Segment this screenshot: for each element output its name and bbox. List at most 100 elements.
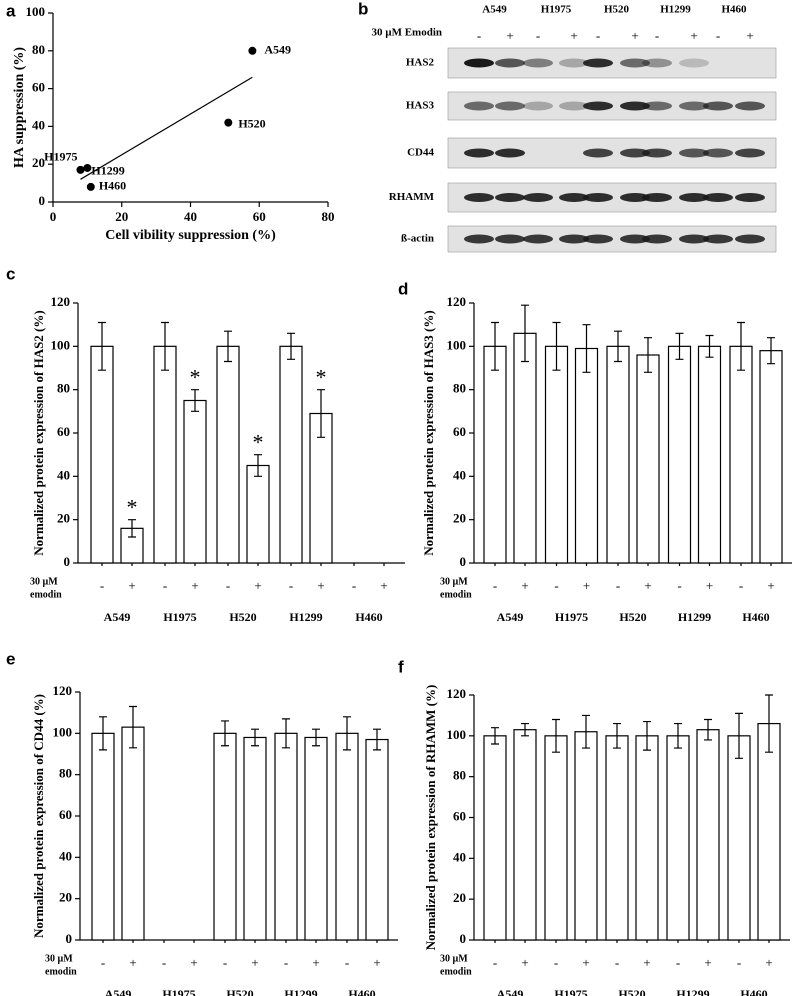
lane-label: + <box>506 28 513 43</box>
significance-marker: * <box>190 365 201 390</box>
x-tick-label: H1975 <box>162 987 195 996</box>
y-tick-label: 20 <box>59 890 72 905</box>
blot-band <box>495 193 525 202</box>
blot-band <box>679 101 709 111</box>
series-label: + <box>373 955 380 970</box>
error-bar <box>99 716 107 751</box>
error-bar <box>643 720 651 751</box>
error-bar <box>312 728 320 747</box>
y-tick-label: 80 <box>453 381 466 396</box>
series-label: - <box>676 955 680 970</box>
series-label: - <box>345 955 349 970</box>
x-tick-label: H520 <box>618 987 645 996</box>
y-tick-label: 120 <box>447 294 467 309</box>
series-label: - <box>554 578 558 593</box>
error-bar <box>343 716 351 751</box>
blot-band <box>735 193 765 202</box>
bar <box>335 732 359 941</box>
panel-letter: e <box>6 649 15 668</box>
y-tick-label: 0 <box>460 931 467 946</box>
lane-label: - <box>477 28 481 43</box>
blot-band <box>464 58 494 68</box>
fit-line <box>80 76 253 180</box>
bar <box>727 735 751 941</box>
x-tick-label: H460 <box>742 610 769 624</box>
blot-band <box>464 234 494 244</box>
y-tick-label: 80 <box>59 766 72 781</box>
y-tick-label: 60 <box>453 424 466 439</box>
bar <box>304 736 328 941</box>
blot-row-label: HAS2 <box>406 57 435 69</box>
error-bar <box>287 332 295 360</box>
panel-letter: f <box>398 657 404 676</box>
y-tick-label: 100 <box>51 337 71 352</box>
blot-band <box>464 193 494 202</box>
series-label: - <box>616 578 620 593</box>
y-tick-label: 40 <box>59 848 72 863</box>
bar <box>365 738 389 941</box>
bar <box>574 347 599 564</box>
y-axis-label: Normalized protein expression of HAS2 (%… <box>31 310 46 555</box>
series-label: - <box>162 955 166 970</box>
y-tick-label: 0 <box>66 931 73 946</box>
error-bar <box>675 332 684 360</box>
series-label: + <box>583 578 590 593</box>
bar <box>667 345 692 564</box>
bar <box>729 345 753 564</box>
series-label: + <box>317 578 324 593</box>
blot-band <box>523 193 553 202</box>
error-bar <box>705 334 714 358</box>
series-label: - <box>101 955 105 970</box>
series-label: + <box>254 578 261 593</box>
series-label: - <box>284 955 288 970</box>
blot-band <box>620 193 650 202</box>
panel-letter: b <box>358 0 368 18</box>
lane-label: - <box>716 28 720 43</box>
lane-label: + <box>746 28 753 43</box>
series-label: - <box>226 578 230 593</box>
series-label: - <box>100 578 104 593</box>
lane-label: - <box>536 28 540 43</box>
blot-band <box>679 58 709 68</box>
significance-marker: * <box>316 365 327 390</box>
error-bar <box>373 728 381 751</box>
x-tick-label: H460 <box>355 610 382 624</box>
series-label: - <box>615 955 619 970</box>
blot-band <box>735 101 765 111</box>
series-label: + <box>706 578 713 593</box>
point-label: H520 <box>238 116 265 130</box>
bar <box>483 735 507 941</box>
x-tick-label: H520 <box>229 610 256 624</box>
point-label: H460 <box>99 179 126 193</box>
blot-band <box>735 148 765 158</box>
error-bar <box>521 304 529 363</box>
bar <box>90 345 114 564</box>
series-label: + <box>129 955 136 970</box>
blot-band <box>559 101 589 111</box>
x-tick-label: H1975 <box>554 987 587 996</box>
error-bar <box>251 728 259 747</box>
point-label: H1975 <box>44 150 77 164</box>
point <box>83 163 92 172</box>
error-bar <box>552 718 560 753</box>
x-tick-label: H520 <box>619 610 646 624</box>
point <box>76 165 85 174</box>
treatment-label: emodin <box>440 589 472 600</box>
treatment-label: 30 µM <box>45 953 73 964</box>
x-tick-label: H460 <box>740 987 767 996</box>
series-label: + <box>380 578 387 593</box>
blot-band <box>642 193 672 202</box>
blot-band <box>583 58 613 68</box>
cell-line-label: A549 <box>482 4 507 16</box>
blot-band <box>620 58 650 68</box>
blot-band <box>735 234 765 244</box>
y-tick-label: 20 <box>453 890 466 905</box>
bar <box>121 726 145 941</box>
x-tick-label: 80 <box>322 209 335 224</box>
error-bar <box>582 714 590 749</box>
y-tick-label: 100 <box>26 4 46 19</box>
series-label: - <box>493 578 497 593</box>
series-label: + <box>704 955 711 970</box>
bar <box>635 735 659 941</box>
